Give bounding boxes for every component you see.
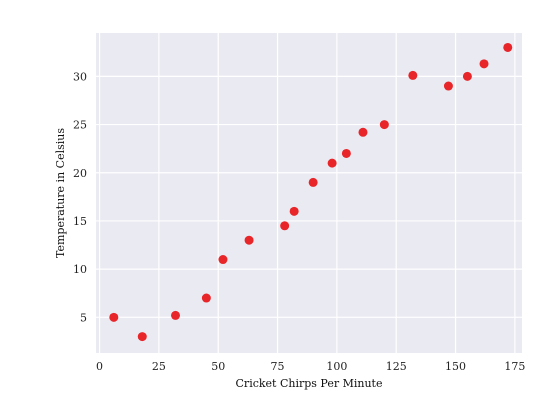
data-point — [109, 312, 119, 322]
data-point — [379, 120, 389, 130]
data-point — [201, 293, 211, 303]
x-tick-label: 50 — [211, 360, 225, 373]
data-point — [358, 127, 368, 137]
x-tick-label: 150 — [445, 360, 466, 373]
y-gridlines — [96, 75, 522, 318]
data-point — [280, 221, 290, 231]
x-tick-labels: 0 25 50 75 100 125 150 175 — [96, 360, 525, 373]
data-point — [171, 310, 181, 320]
y-tick-label: 5 — [80, 311, 87, 324]
data-point — [443, 81, 453, 91]
x-tick-label: 175 — [504, 360, 525, 373]
y-tick-label: 20 — [73, 167, 87, 180]
x-axis-label: Cricket Chirps Per Minute — [236, 377, 383, 390]
data-point — [137, 332, 147, 342]
y-tick-label: 10 — [73, 263, 87, 276]
y-tick-labels: 5 10 15 20 25 30 — [73, 70, 87, 324]
y-tick-label: 15 — [73, 215, 87, 228]
data-point — [308, 177, 318, 187]
data-point — [341, 148, 351, 158]
x-gridlines — [98, 33, 516, 353]
data-point — [218, 255, 228, 265]
data-point — [408, 70, 418, 80]
data-point — [244, 235, 254, 245]
x-tick-label: 25 — [152, 360, 166, 373]
data-point — [462, 71, 472, 81]
data-points — [109, 42, 513, 342]
data-point — [503, 42, 513, 52]
x-tick-label: 0 — [96, 360, 103, 373]
x-tick-label: 75 — [271, 360, 285, 373]
data-point — [289, 206, 299, 216]
y-axis-label: Temperature in Celsius — [54, 128, 67, 258]
x-tick-label: 100 — [326, 360, 347, 373]
plot-background — [96, 33, 522, 353]
y-tick-label: 30 — [73, 70, 87, 83]
y-tick-label: 25 — [73, 119, 87, 132]
data-point — [327, 158, 337, 168]
data-point — [479, 59, 489, 69]
x-tick-label: 125 — [386, 360, 407, 373]
